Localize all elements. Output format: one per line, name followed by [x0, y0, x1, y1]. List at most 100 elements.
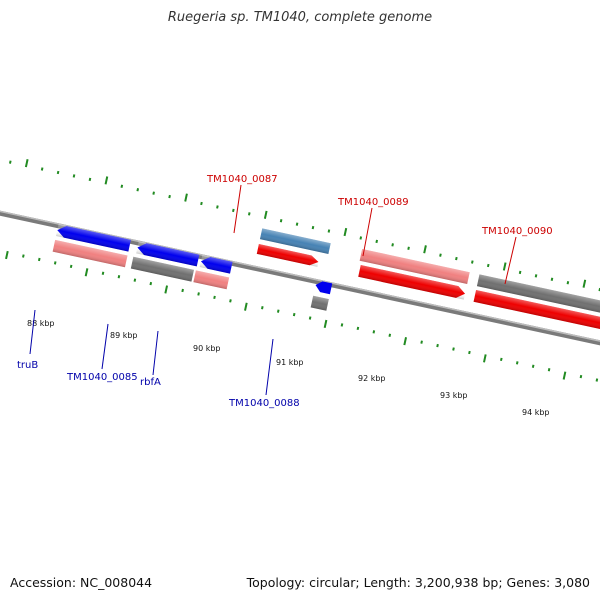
ruler-minor-tick — [292, 312, 296, 317]
ruler-minor-tick — [518, 270, 522, 275]
ruler-minor-tick — [500, 357, 503, 362]
ruler-minor-tick — [407, 246, 410, 250]
ruler-minor-tick — [455, 256, 458, 261]
ruler-major-tick — [562, 371, 567, 380]
ruler-major-tick — [263, 210, 268, 219]
ruler-minor-tick — [247, 212, 251, 216]
ruler-minor-tick — [452, 347, 455, 351]
ruler-minor-tick — [69, 264, 73, 269]
gene-label-tm1040-0087[interactable]: TM1040_0087 — [206, 174, 278, 185]
tick-label-92kbp: 92 kbp — [358, 374, 386, 383]
ruler-minor-tick — [120, 184, 124, 188]
ruler-major-tick — [84, 268, 89, 277]
ruler-major-tick — [423, 245, 427, 254]
genome-backbone-highlight — [0, 181, 600, 374]
ruler-minor-tick — [181, 288, 184, 293]
ruler-major-tick — [164, 285, 169, 294]
ruler-minor-tick — [311, 225, 315, 230]
ruler-minor-tick — [152, 191, 155, 195]
ruler-minor-tick — [232, 208, 235, 213]
inner-dot-ruler — [5, 250, 599, 382]
ruler-minor-tick — [439, 253, 442, 257]
ruler-minor-tick — [261, 306, 264, 310]
ruler-minor-tick — [117, 275, 121, 279]
ruler-minor-tick — [216, 205, 219, 209]
ruler-minor-tick — [149, 281, 153, 286]
ruler-minor-tick — [531, 364, 535, 368]
ruler-major-tick — [24, 159, 29, 168]
accession-label: Accession: NC_008044 — [10, 575, 153, 590]
ruler-minor-tick — [420, 340, 423, 344]
ruler-major-tick — [244, 302, 248, 311]
gene-label-trub[interactable]: truB — [17, 360, 38, 371]
ruler-major-tick — [403, 337, 408, 346]
ruler-major-tick — [483, 354, 487, 363]
ruler-major-tick — [104, 176, 109, 185]
ruler-minor-tick — [391, 243, 394, 247]
ruler-minor-tick — [534, 274, 538, 278]
ruler-minor-tick — [356, 326, 360, 331]
ruler-minor-tick — [566, 281, 570, 285]
gene-label-tm1040-0090[interactable]: TM1040_0090 — [481, 226, 553, 237]
ruler-minor-tick — [101, 271, 105, 275]
reverse-gene-labels: truB TM1040_0085 rbfA TM1040_0088 — [17, 309, 300, 409]
ruler-minor-tick — [436, 343, 439, 348]
ruler-minor-tick — [229, 299, 232, 303]
ruler-major-tick — [502, 262, 507, 271]
ruler-minor-tick — [579, 374, 583, 379]
ruler-minor-tick — [388, 333, 392, 337]
ruler-minor-tick — [53, 261, 57, 265]
tick-label-93kbp: 93 kbp — [440, 391, 468, 400]
feature-shading — [52, 224, 600, 333]
leader-line-rbfa — [152, 330, 159, 376]
tick-label-91kbp: 91 kbp — [276, 358, 304, 367]
leader-line-tm1040-0089 — [362, 207, 373, 257]
forward-gene-labels: TM1040_0087 TM1040_0089 TM1040_0090 — [206, 174, 553, 285]
ruler-minor-tick — [550, 277, 554, 281]
gene-label-tm1040-0085[interactable]: TM1040_0085 — [66, 372, 138, 383]
ruler-minor-tick — [37, 257, 41, 262]
genome-track — [0, 159, 600, 382]
tick-label-88kbp: 88 kbp — [27, 319, 55, 328]
ruler-minor-tick — [213, 295, 216, 300]
leader-line-trub — [29, 309, 36, 355]
ruler-minor-tick — [515, 361, 519, 365]
ruler-minor-tick — [471, 260, 474, 264]
leader-line-tm1040-0090 — [504, 236, 517, 285]
leader-line-tm1040-0085 — [101, 323, 109, 370]
outer-dot-ruler — [8, 159, 600, 292]
ruler-minor-tick — [8, 160, 12, 164]
ruler-major-tick — [343, 227, 348, 237]
ruler-minor-tick — [359, 236, 363, 240]
leader-line-tm1040-0087 — [233, 184, 242, 234]
gene-label-tm1040-0088[interactable]: TM1040_0088 — [228, 398, 300, 409]
ruler-minor-tick — [547, 368, 551, 372]
ruler-major-tick — [5, 250, 9, 260]
ruler-minor-tick — [372, 330, 376, 334]
ruler-minor-tick — [197, 292, 200, 296]
ruler-major-tick — [184, 193, 188, 202]
ruler-minor-tick — [22, 254, 25, 258]
ruler-minor-tick — [327, 229, 331, 233]
tick-label-90kbp: 90 kbp — [193, 344, 221, 353]
kbp-scale-labels: 88 kbp 89 kbp 90 kbp 91 kbp 92 kbp 93 kb… — [27, 319, 550, 417]
cds-tm1040-0088[interactable] — [314, 280, 333, 295]
map-title: Ruegeria sp. TM1040, complete genome — [167, 10, 433, 25]
ruler-minor-tick — [375, 239, 379, 244]
ruler-major-tick — [582, 279, 587, 288]
tick-label-89kbp: 89 kbp — [110, 331, 138, 340]
gene-label-tm1040-0089[interactable]: TM1040_0089 — [337, 197, 409, 208]
ruler-minor-tick — [295, 222, 299, 226]
gene-label-rbfa[interactable]: rbfA — [140, 377, 161, 388]
ruler-minor-tick — [72, 174, 76, 178]
ruler-minor-tick — [486, 263, 490, 268]
ruler-minor-tick — [168, 194, 171, 199]
ruler-minor-tick — [40, 167, 44, 171]
ruler-minor-tick — [468, 350, 471, 355]
ruler-minor-tick — [308, 316, 312, 320]
ruler-minor-tick — [88, 177, 92, 182]
topology-label: Topology: circular; Length: 3,200,938 bp… — [246, 575, 590, 590]
genome-backbone — [0, 181, 600, 377]
